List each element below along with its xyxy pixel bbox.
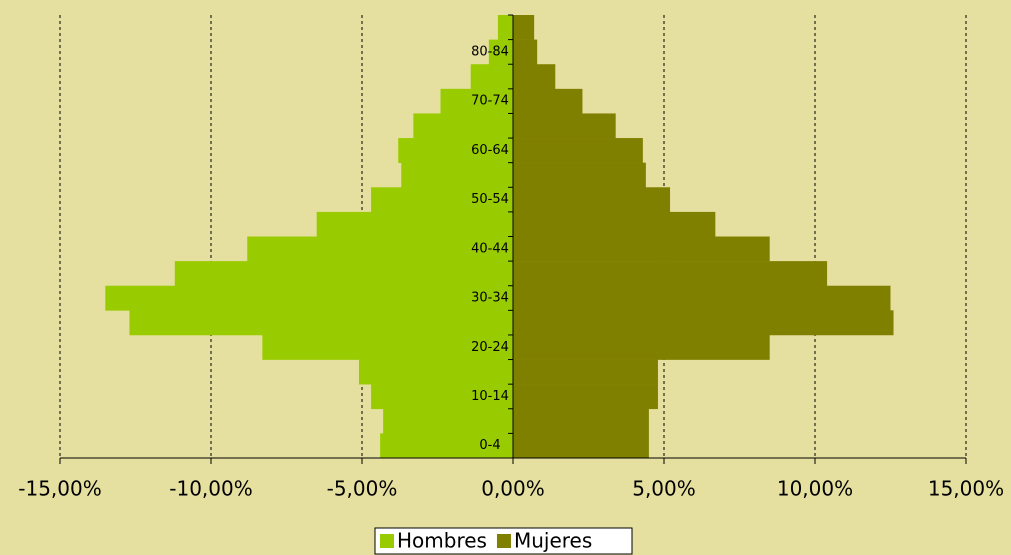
bar [440, 88, 513, 114]
y-tick-label: 70-74 [471, 94, 509, 109]
x-tick-label: 0,00% [481, 477, 545, 501]
legend-swatch [496, 534, 511, 548]
bar [398, 138, 513, 163]
bar [358, 359, 513, 385]
x-tick-label: 15,00% [928, 477, 1004, 501]
bar [513, 285, 891, 311]
legend-swatch [380, 534, 394, 548]
y-tick-label: 20-24 [471, 340, 509, 355]
bar [513, 39, 538, 65]
x-tick-label: -10,00% [169, 477, 252, 501]
bar [513, 138, 643, 163]
y-tick-label: 50-54 [471, 192, 509, 207]
bar [513, 162, 646, 188]
bar [513, 334, 770, 360]
bar [371, 384, 513, 410]
x-tick-label: 10,00% [777, 477, 853, 501]
bar [497, 15, 513, 40]
bar [513, 211, 716, 237]
bar [513, 359, 658, 385]
bar [316, 211, 513, 237]
bar [513, 384, 658, 410]
legend: Hombres Mujeres [374, 527, 633, 555]
bar [513, 187, 671, 213]
legend-label: Hombres [397, 529, 487, 553]
bar [513, 433, 649, 459]
y-tick-label: 30-34 [471, 291, 509, 306]
bar [513, 113, 616, 139]
bar [174, 261, 513, 287]
y-tick-label: 60-64 [471, 143, 509, 158]
bar [488, 39, 513, 65]
bar [262, 334, 513, 360]
x-tick-label: 5,00% [632, 477, 696, 501]
bar [513, 88, 583, 114]
bar [513, 236, 770, 262]
bar [513, 15, 535, 40]
bar [371, 187, 513, 213]
y-tick-label: 10-14 [471, 389, 509, 404]
y-tick-label: 0-4 [479, 438, 500, 453]
bar [380, 433, 513, 459]
legend-label: Mujeres [514, 529, 592, 553]
bar [129, 310, 513, 336]
x-tick-label: -15,00% [18, 477, 101, 501]
bar [513, 64, 556, 90]
bar [383, 408, 513, 434]
bar [401, 162, 513, 188]
bar [105, 285, 514, 311]
bar [470, 64, 513, 90]
bar [413, 113, 513, 139]
bar [513, 310, 894, 336]
y-tick-label: 40-44 [471, 241, 509, 256]
bar [247, 236, 514, 262]
bar [513, 408, 649, 434]
x-tick-label: -5,00% [327, 477, 398, 501]
y-tick-label: 80-84 [471, 44, 509, 59]
bar [513, 261, 828, 287]
